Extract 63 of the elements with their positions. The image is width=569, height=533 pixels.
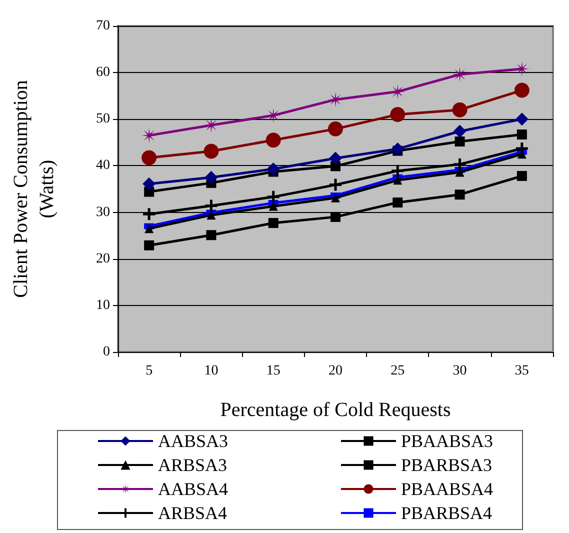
- point: [454, 190, 465, 200]
- point: [328, 92, 343, 108]
- y-axis-title: Client Power Consumption (Watts): [10, 80, 58, 298]
- x-tick-label: 10: [204, 364, 218, 378]
- legend-label: ARBSA3: [158, 455, 228, 475]
- y-tick-label: 0: [103, 344, 110, 360]
- x-tick-label: 15: [266, 364, 280, 378]
- point: [144, 224, 154, 234]
- point: [331, 193, 340, 202]
- point: [206, 210, 216, 220]
- point: [390, 164, 405, 178]
- point: [142, 150, 157, 166]
- point: [452, 102, 468, 118]
- point: [516, 170, 527, 181]
- point: [390, 106, 406, 122]
- point: [392, 198, 403, 208]
- point: [515, 112, 528, 126]
- y-tick-label: 50: [96, 112, 110, 127]
- point: [266, 190, 281, 204]
- point: [142, 128, 157, 143]
- point: [206, 230, 216, 240]
- point: [266, 132, 281, 148]
- legend-label: PBAABSA4: [401, 479, 494, 499]
- point: [453, 124, 466, 138]
- point: [268, 218, 278, 228]
- legend-label: PBAABSA3: [401, 431, 494, 451]
- point: [516, 130, 527, 140]
- point: [268, 202, 278, 211]
- point: [330, 212, 340, 222]
- x-tick-label: 30: [452, 364, 467, 378]
- x-tick-label: 20: [328, 364, 342, 378]
- point: [328, 121, 343, 136]
- point: [204, 118, 219, 133]
- y-tick-label: 10: [96, 298, 110, 313]
- point: [266, 108, 281, 123]
- x-tick-label: 25: [390, 364, 405, 378]
- x-tick-label: 35: [514, 364, 529, 378]
- y-tick-label: 60: [96, 65, 110, 80]
- point: [204, 170, 218, 184]
- point: [393, 176, 402, 185]
- legend-label: AABSA4: [158, 479, 228, 499]
- point: [329, 152, 342, 165]
- y-tick-label: 70: [96, 18, 110, 34]
- y-tick-label: 20: [96, 251, 110, 266]
- point: [142, 177, 156, 190]
- point: [454, 136, 465, 146]
- legend-label: ARBSA4: [158, 503, 228, 523]
- x-tick-label: 5: [146, 364, 153, 378]
- y-tick-label: 30: [96, 204, 110, 220]
- point: [142, 206, 156, 222]
- point: [391, 142, 404, 156]
- legend-label: PBARBSA4: [401, 503, 492, 523]
- y-tick-label: 40: [96, 158, 110, 174]
- point: [266, 162, 280, 176]
- point: [452, 157, 468, 172]
- point: [514, 82, 530, 98]
- legend-label: AABSA3: [158, 431, 228, 451]
- point: [144, 240, 154, 250]
- point: [204, 144, 219, 159]
- x-axis-title: Percentage of Cold Requests: [220, 399, 451, 421]
- legend-label: PBARBSA3: [401, 455, 492, 475]
- point: [328, 178, 343, 192]
- point: [204, 198, 218, 214]
